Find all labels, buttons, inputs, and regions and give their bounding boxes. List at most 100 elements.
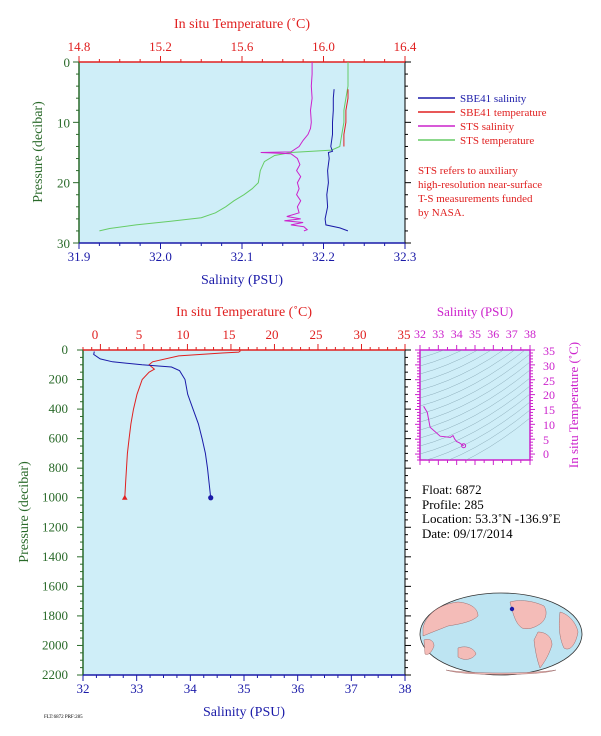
ts-plot-area: [419, 349, 531, 461]
legend-label-sts-salinity: STS salinity: [460, 121, 515, 133]
ts-inset-chart: Salinity (PSU) 32 33 34 35 36 37 38 35 3…: [414, 304, 581, 468]
ts-y-tick-label: 20: [543, 388, 555, 402]
lower-top-tick-label: 15: [223, 327, 236, 342]
ts-x-tick-label: 34: [451, 327, 463, 341]
profile-number-line: Profile: 285: [422, 497, 484, 512]
upper-y-tick-label: 10: [57, 115, 70, 130]
upper-bottom-tick-label: 32.3: [394, 249, 417, 264]
ts-y-tick-label: 15: [543, 403, 555, 417]
lower-chart: In situ Temperature (˚C) 0 5 10 15 20 25…: [17, 305, 412, 720]
upper-plot-area: [78, 61, 406, 244]
isopycnal-line: [465, 417, 530, 460]
lower-y-tick-label: 1600: [42, 578, 68, 593]
upper-series-group: [99, 62, 349, 232]
float-info: Float: 6872 Profile: 285 Location: 53.3˚…: [422, 482, 561, 541]
lower-y-axis-title: Pressure (decibar): [17, 461, 32, 563]
upper-top-tick-label: 16.4: [394, 39, 417, 54]
profile-end-marker-salinity: [208, 495, 214, 501]
ts-x-tick-label: 37: [506, 327, 518, 341]
lower-y-tick-label: 0: [62, 342, 69, 357]
lower-bottom-tick-label: 37: [345, 681, 359, 696]
upper-top-tick-label: 14.8: [68, 39, 91, 54]
profile-line-temperature: [124, 350, 241, 498]
isopycnal-line: [420, 369, 530, 431]
lower-top-tick-label: 20: [266, 327, 279, 342]
map-land-south-america: [533, 631, 553, 669]
ts-y-tick-label: 35: [543, 344, 555, 358]
lower-tick-marks: [77, 344, 411, 681]
float-location-marker: [509, 606, 515, 612]
isopycnal-line: [420, 385, 530, 447]
isopycnal-line: [420, 353, 530, 415]
upper-y-axis-title: Pressure (decibar): [31, 101, 46, 203]
upper-top-tick-label: 15.6: [231, 39, 254, 54]
lower-top-tick-label: 10: [177, 327, 190, 342]
lower-bottom-axis-title: Salinity (PSU): [203, 705, 285, 720]
lower-bottom-tick-label: 34: [184, 681, 198, 696]
isopycnal-line: [420, 350, 463, 367]
upper-top-axis-title: In situ Temperature (˚C): [174, 17, 310, 32]
lower-top-tick-label: 0: [92, 327, 99, 342]
upper-legend: SBE41 salinity SBE41 temperature STS sal…: [418, 93, 547, 219]
ts-y-tick-label: 25: [543, 374, 555, 388]
lower-top-axis-title: In situ Temperature (˚C): [176, 305, 312, 320]
ts-top-axis-title: Salinity (PSU): [437, 304, 513, 319]
sts-note-line: T-S measurements funded: [418, 193, 533, 205]
upper-y-tick-label: 20: [57, 176, 70, 191]
world-map: [419, 592, 583, 676]
series-line-sts-temperature: [99, 62, 349, 232]
isopycnal-line: [448, 409, 530, 460]
upper-bottom-tick-label: 32.1: [231, 249, 254, 264]
upper-bottom-tick-label: 31.9: [68, 249, 91, 264]
ts-y-tick-label: 0: [543, 447, 549, 461]
upper-chart: 14.8 15.2 15.6 16.0 16.4 In situ Tempera…: [31, 17, 417, 288]
ts-series-group: [423, 406, 467, 449]
ts-curve: [423, 406, 464, 447]
ts-tick-marks: [415, 345, 535, 465]
footer-stamp: FLT:6872 PRF:285: [44, 715, 83, 720]
legend-label-sbe41-temperature: SBE41 temperature: [460, 107, 547, 119]
isopycnal-line: [420, 350, 479, 375]
lower-bottom-tick-label: 33: [130, 681, 143, 696]
upper-bottom-axis-title: Salinity (PSU): [201, 273, 283, 288]
map-land-eurasia-west: [422, 601, 479, 637]
series-line-sbe41-salinity: [324, 89, 349, 232]
isopycnal-line: [420, 350, 492, 383]
date-line: Date: 09/17/2014: [422, 526, 513, 541]
series-line-sbe41-temperature: [343, 89, 349, 147]
upper-top-tick-label: 16.0: [312, 39, 335, 54]
sts-note-line: high-resolution near-surface: [418, 179, 542, 191]
lower-top-tick-label: 25: [310, 327, 323, 342]
lower-plot-area: [82, 349, 406, 676]
profile-line-salinity: [93, 351, 212, 498]
lower-bottom-tick-label: 35: [238, 681, 251, 696]
upper-top-tick-label: 15.2: [149, 39, 172, 54]
map-land-north-america: [509, 600, 547, 629]
legend-label-sbe41-salinity: SBE41 salinity: [460, 93, 527, 105]
float-id-line: Float: 6872: [422, 482, 482, 497]
ts-end-marker: [461, 443, 467, 449]
lower-series-group: [93, 350, 241, 501]
sts-note-line: by NASA.: [418, 207, 465, 219]
upper-bottom-tick-label: 32.2: [312, 249, 335, 264]
isopycnal-line: [420, 350, 445, 359]
lower-y-tick-label: 800: [49, 460, 69, 475]
lower-y-tick-labels: 0 200 400 600 800 1000 1200 1400 1600 18…: [42, 342, 68, 682]
map-land-europe-africa-east: [559, 611, 579, 650]
isopycnal-line: [426, 401, 530, 460]
upper-bottom-tick-label: 32.0: [149, 249, 172, 264]
ts-isopycnal-lines: [420, 350, 530, 460]
lower-bottom-tick-label: 32: [77, 681, 90, 696]
ts-x-tick-label: 38: [524, 327, 536, 341]
lower-top-tick-label: 35: [398, 327, 411, 342]
ts-x-tick-label: 32: [414, 327, 426, 341]
upper-y-tick-label: 0: [64, 55, 71, 70]
lower-bottom-tick-label: 36: [291, 681, 305, 696]
lower-bottom-tick-label: 38: [399, 681, 412, 696]
ts-x-tick-label: 36: [487, 327, 499, 341]
lower-y-tick-label: 1200: [42, 519, 68, 534]
lower-y-tick-label: 2200: [42, 667, 68, 682]
lower-y-tick-label: 1800: [42, 608, 68, 623]
map-land-antarctica: [445, 669, 557, 675]
